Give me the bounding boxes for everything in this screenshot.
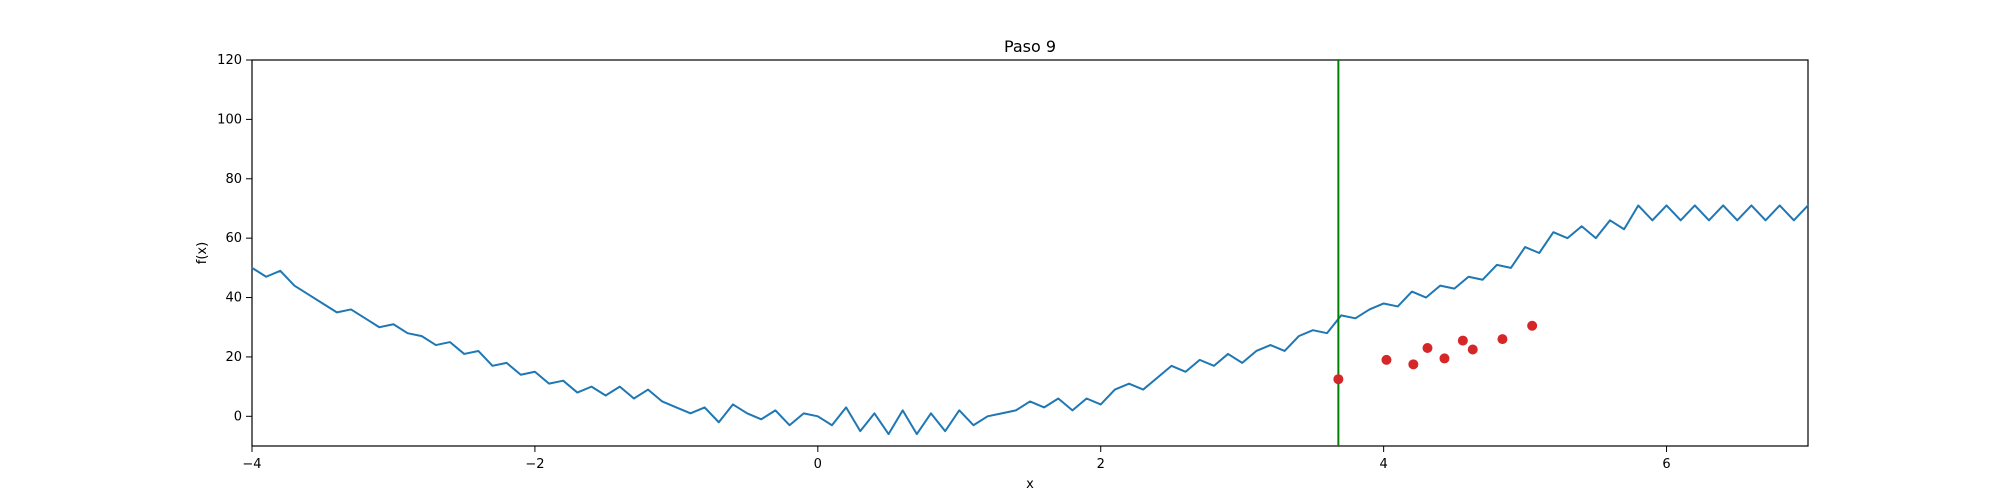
plot-frame [251,59,1809,447]
y-tick-label: 20 [225,350,242,365]
sample-point [1408,359,1419,370]
series-layer [251,204,1809,436]
y-tick-label: 120 [217,53,242,68]
x-tick-label: 0 [814,457,822,472]
function-line-0 [251,204,1809,436]
x-axis-label: x [1026,477,1034,492]
y-tick-label: 80 [225,172,242,187]
x-axis: −4 −2 0 2 4 6 [242,446,1671,472]
sample-point [1439,353,1450,364]
x-tick-label: 4 [1379,457,1387,472]
y-tick-label: 40 [225,291,242,306]
sample-point [1381,354,1392,365]
plot-area: −4 −2 0 2 4 6 0 20 40 60 80 100 120 [217,53,1809,472]
y-tick-label: 60 [225,231,242,246]
sample-point [1467,344,1478,355]
y-tick-label: 100 [217,112,242,127]
y-tick-label: 0 [234,409,242,424]
sample-point [1333,374,1344,385]
sample-point [1422,343,1433,354]
x-tick-label: 2 [1097,457,1105,472]
chart-title: Paso 9 [1004,37,1056,56]
points-layer [1333,320,1538,385]
sample-point [1527,320,1538,331]
x-tick-label: −4 [242,457,261,472]
y-axis: 0 20 40 60 80 100 120 [217,53,252,424]
sample-point [1497,334,1508,345]
sample-point [1457,335,1468,346]
x-tick-label: −2 [525,457,544,472]
y-axis-label: f(x) [195,242,210,264]
x-tick-label: 6 [1662,457,1670,472]
